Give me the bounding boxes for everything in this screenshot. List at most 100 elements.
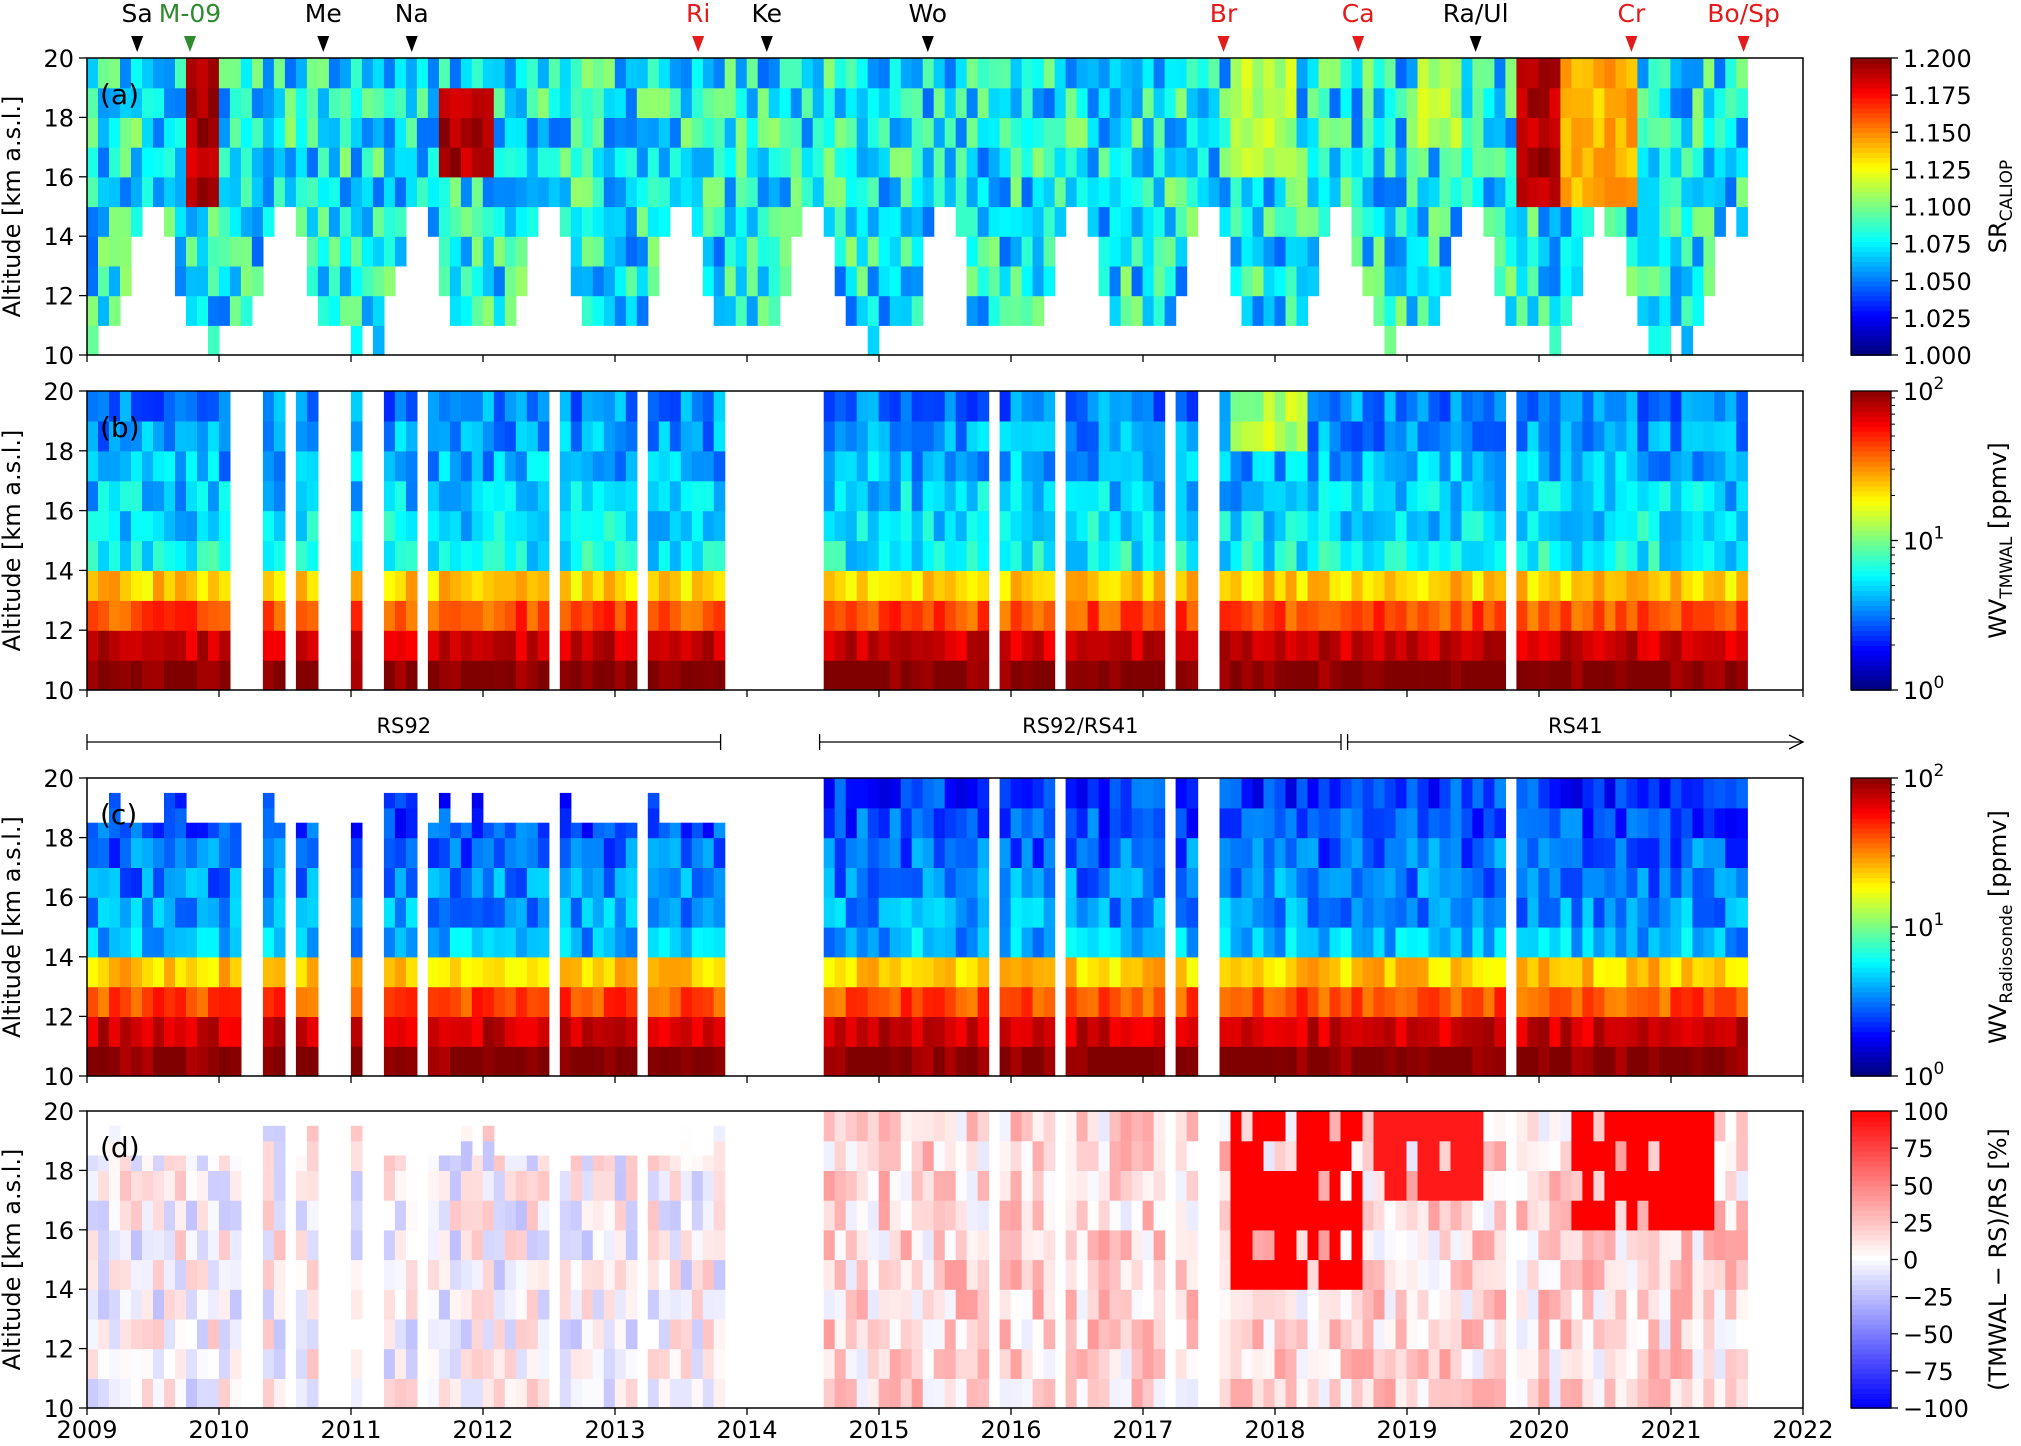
heatmap-cell bbox=[1549, 117, 1561, 148]
heatmap-cell bbox=[1307, 1229, 1320, 1261]
heatmap-cell bbox=[581, 1229, 594, 1261]
heatmap-cell bbox=[658, 1348, 671, 1379]
heatmap-cell bbox=[471, 295, 484, 326]
heatmap-cell bbox=[186, 927, 198, 958]
heatmap-cell bbox=[1307, 1259, 1320, 1290]
heatmap-cell bbox=[537, 837, 550, 868]
heatmap-cell bbox=[109, 867, 121, 898]
heatmap-cell bbox=[680, 1378, 693, 1409]
heatmap-cell bbox=[1175, 986, 1188, 1017]
heatmap-cell bbox=[614, 1378, 627, 1409]
heatmap-cell bbox=[186, 420, 198, 452]
heatmap-cell bbox=[131, 1155, 143, 1171]
heatmap-cell bbox=[142, 1318, 154, 1350]
heatmap-cell bbox=[1340, 1140, 1353, 1171]
heatmap-cell bbox=[482, 867, 495, 898]
heatmap-cell bbox=[1450, 1318, 1463, 1350]
heatmap-cell bbox=[1494, 1046, 1506, 1077]
heatmap-cell bbox=[383, 1200, 396, 1231]
heatmap-cell bbox=[1692, 837, 1704, 868]
heatmap-cell bbox=[394, 956, 407, 988]
colorbar-label: WVRadiosonde [ppmv] bbox=[1984, 810, 2017, 1044]
heatmap-cell bbox=[1373, 1200, 1386, 1231]
heatmap-cell bbox=[658, 570, 671, 601]
heatmap-cell bbox=[504, 176, 517, 208]
heatmap-cell bbox=[328, 117, 341, 148]
heatmap-cell bbox=[603, 897, 616, 928]
heatmap-cell bbox=[153, 1016, 165, 1047]
event-marker-icon bbox=[131, 36, 144, 52]
heatmap-cell bbox=[669, 510, 682, 542]
heatmap-cell bbox=[1406, 956, 1419, 988]
heatmap-cell bbox=[1065, 807, 1078, 839]
heatmap-cell bbox=[1142, 1200, 1155, 1231]
heatmap-cell bbox=[757, 236, 770, 267]
heatmap-cell bbox=[98, 117, 110, 148]
heatmap-cell bbox=[208, 897, 220, 928]
heatmap-cell bbox=[449, 176, 462, 208]
heatmap-cell bbox=[1329, 660, 1342, 691]
heatmap-cell bbox=[427, 510, 440, 542]
heatmap-cell bbox=[98, 1289, 110, 1320]
heatmap-cell bbox=[1010, 927, 1023, 958]
heatmap-cell bbox=[1703, 927, 1715, 958]
heatmap-cell bbox=[933, 630, 946, 661]
heatmap-cell bbox=[1186, 867, 1199, 898]
heatmap-cell bbox=[1406, 206, 1419, 237]
heatmap-cell bbox=[98, 1016, 110, 1047]
heatmap-cell bbox=[1098, 176, 1111, 208]
heatmap-cell bbox=[1428, 391, 1441, 422]
heatmap-cell bbox=[350, 87, 363, 118]
heatmap-cell bbox=[98, 540, 110, 571]
heatmap-cell bbox=[614, 1229, 627, 1261]
heatmap-cell bbox=[1439, 570, 1452, 601]
heatmap-cell bbox=[262, 117, 275, 148]
heatmap-cell bbox=[1274, 837, 1287, 868]
heatmap-cell bbox=[164, 1016, 176, 1047]
heatmap-cell bbox=[87, 1170, 99, 1201]
heatmap-cell bbox=[1736, 147, 1748, 178]
heatmap-cell bbox=[911, 176, 924, 208]
heatmap-cell bbox=[966, 176, 979, 208]
heatmap-cell bbox=[823, 420, 836, 452]
heatmap-cell bbox=[1175, 837, 1188, 868]
heatmap-cell bbox=[1329, 1140, 1342, 1171]
heatmap-cell bbox=[1120, 117, 1133, 148]
heatmap-cell bbox=[757, 295, 770, 326]
heatmap-cell bbox=[405, 837, 418, 868]
heatmap-cell bbox=[1725, 927, 1737, 958]
heatmap-cell bbox=[1461, 1318, 1474, 1350]
heatmap-cell bbox=[1549, 778, 1561, 809]
heatmap-cell bbox=[1087, 391, 1100, 422]
colorbar-step bbox=[1851, 610, 1891, 617]
heatmap-cell bbox=[1516, 147, 1528, 178]
heatmap-cell bbox=[581, 295, 594, 326]
heatmap-cell bbox=[460, 391, 473, 422]
heatmap-cell bbox=[1318, 87, 1331, 118]
heatmap-cell bbox=[1131, 1348, 1144, 1379]
heatmap-cell bbox=[87, 986, 99, 1017]
heatmap-cell bbox=[504, 660, 517, 691]
heatmap-cell bbox=[1670, 807, 1682, 839]
heatmap-cell bbox=[702, 570, 715, 601]
heatmap-cell bbox=[218, 1318, 231, 1350]
heatmap-cell bbox=[1373, 807, 1386, 839]
heatmap-cell bbox=[1351, 206, 1364, 237]
colorbar-tick-exponent: 1 bbox=[1934, 524, 1945, 544]
heatmap-cell bbox=[427, 630, 440, 661]
heatmap-cell bbox=[98, 236, 110, 267]
heatmap-cell bbox=[1659, 807, 1671, 839]
heatmap-cell bbox=[1593, 510, 1605, 542]
heatmap-cell bbox=[1153, 837, 1166, 868]
heatmap-cell bbox=[251, 58, 264, 89]
heatmap-cell bbox=[208, 600, 220, 631]
heatmap-cell bbox=[1516, 837, 1528, 868]
heatmap-cell bbox=[1065, 1170, 1078, 1201]
heatmap-cell bbox=[647, 1318, 660, 1350]
heatmap-cell bbox=[197, 117, 209, 148]
heatmap-cell bbox=[295, 867, 308, 898]
heatmap-cell bbox=[1417, 510, 1430, 542]
heatmap-cell bbox=[625, 265, 638, 297]
heatmap-cell bbox=[1692, 87, 1704, 118]
heatmap-cell bbox=[636, 147, 649, 178]
